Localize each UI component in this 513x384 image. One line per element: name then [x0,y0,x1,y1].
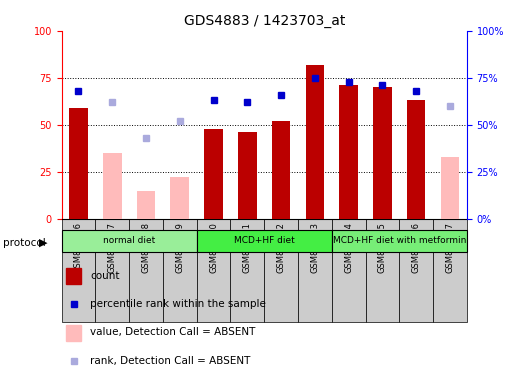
Title: GDS4883 / 1423703_at: GDS4883 / 1423703_at [184,14,345,28]
Text: value, Detection Call = ABSENT: value, Detection Call = ABSENT [90,328,255,338]
Bar [264,219,298,322]
Bar [204,129,223,219]
Text: percentile rank within the sample: percentile rank within the sample [90,299,266,309]
Bar [433,219,467,322]
Bar [339,85,358,219]
Bar [332,219,365,322]
Bar [441,157,459,219]
Bar [163,219,196,322]
Bar [399,219,433,322]
Bar [306,65,324,219]
Bar [230,219,264,322]
Text: MCD+HF diet: MCD+HF diet [234,237,294,245]
Bar [170,177,189,219]
Bar [332,230,467,252]
Bar [129,219,163,322]
Text: count: count [90,271,120,281]
Bar [66,268,81,285]
Bar [103,153,122,219]
Text: normal diet: normal diet [103,237,155,245]
Bar [365,219,399,322]
Text: ▶: ▶ [39,238,48,248]
Bar [69,108,88,219]
Bar [62,230,196,252]
Text: MCD+HF diet with metformin: MCD+HF diet with metformin [332,237,466,245]
Bar [272,121,290,219]
Bar [298,219,332,322]
Bar [66,325,81,341]
Bar [136,191,155,219]
Bar [95,219,129,322]
Bar [407,100,425,219]
Bar [373,87,392,219]
Bar [62,219,95,322]
Text: protocol: protocol [3,238,45,248]
Bar [196,230,332,252]
Bar [238,132,256,219]
Bar [196,219,230,322]
Text: rank, Detection Call = ABSENT: rank, Detection Call = ABSENT [90,356,250,366]
